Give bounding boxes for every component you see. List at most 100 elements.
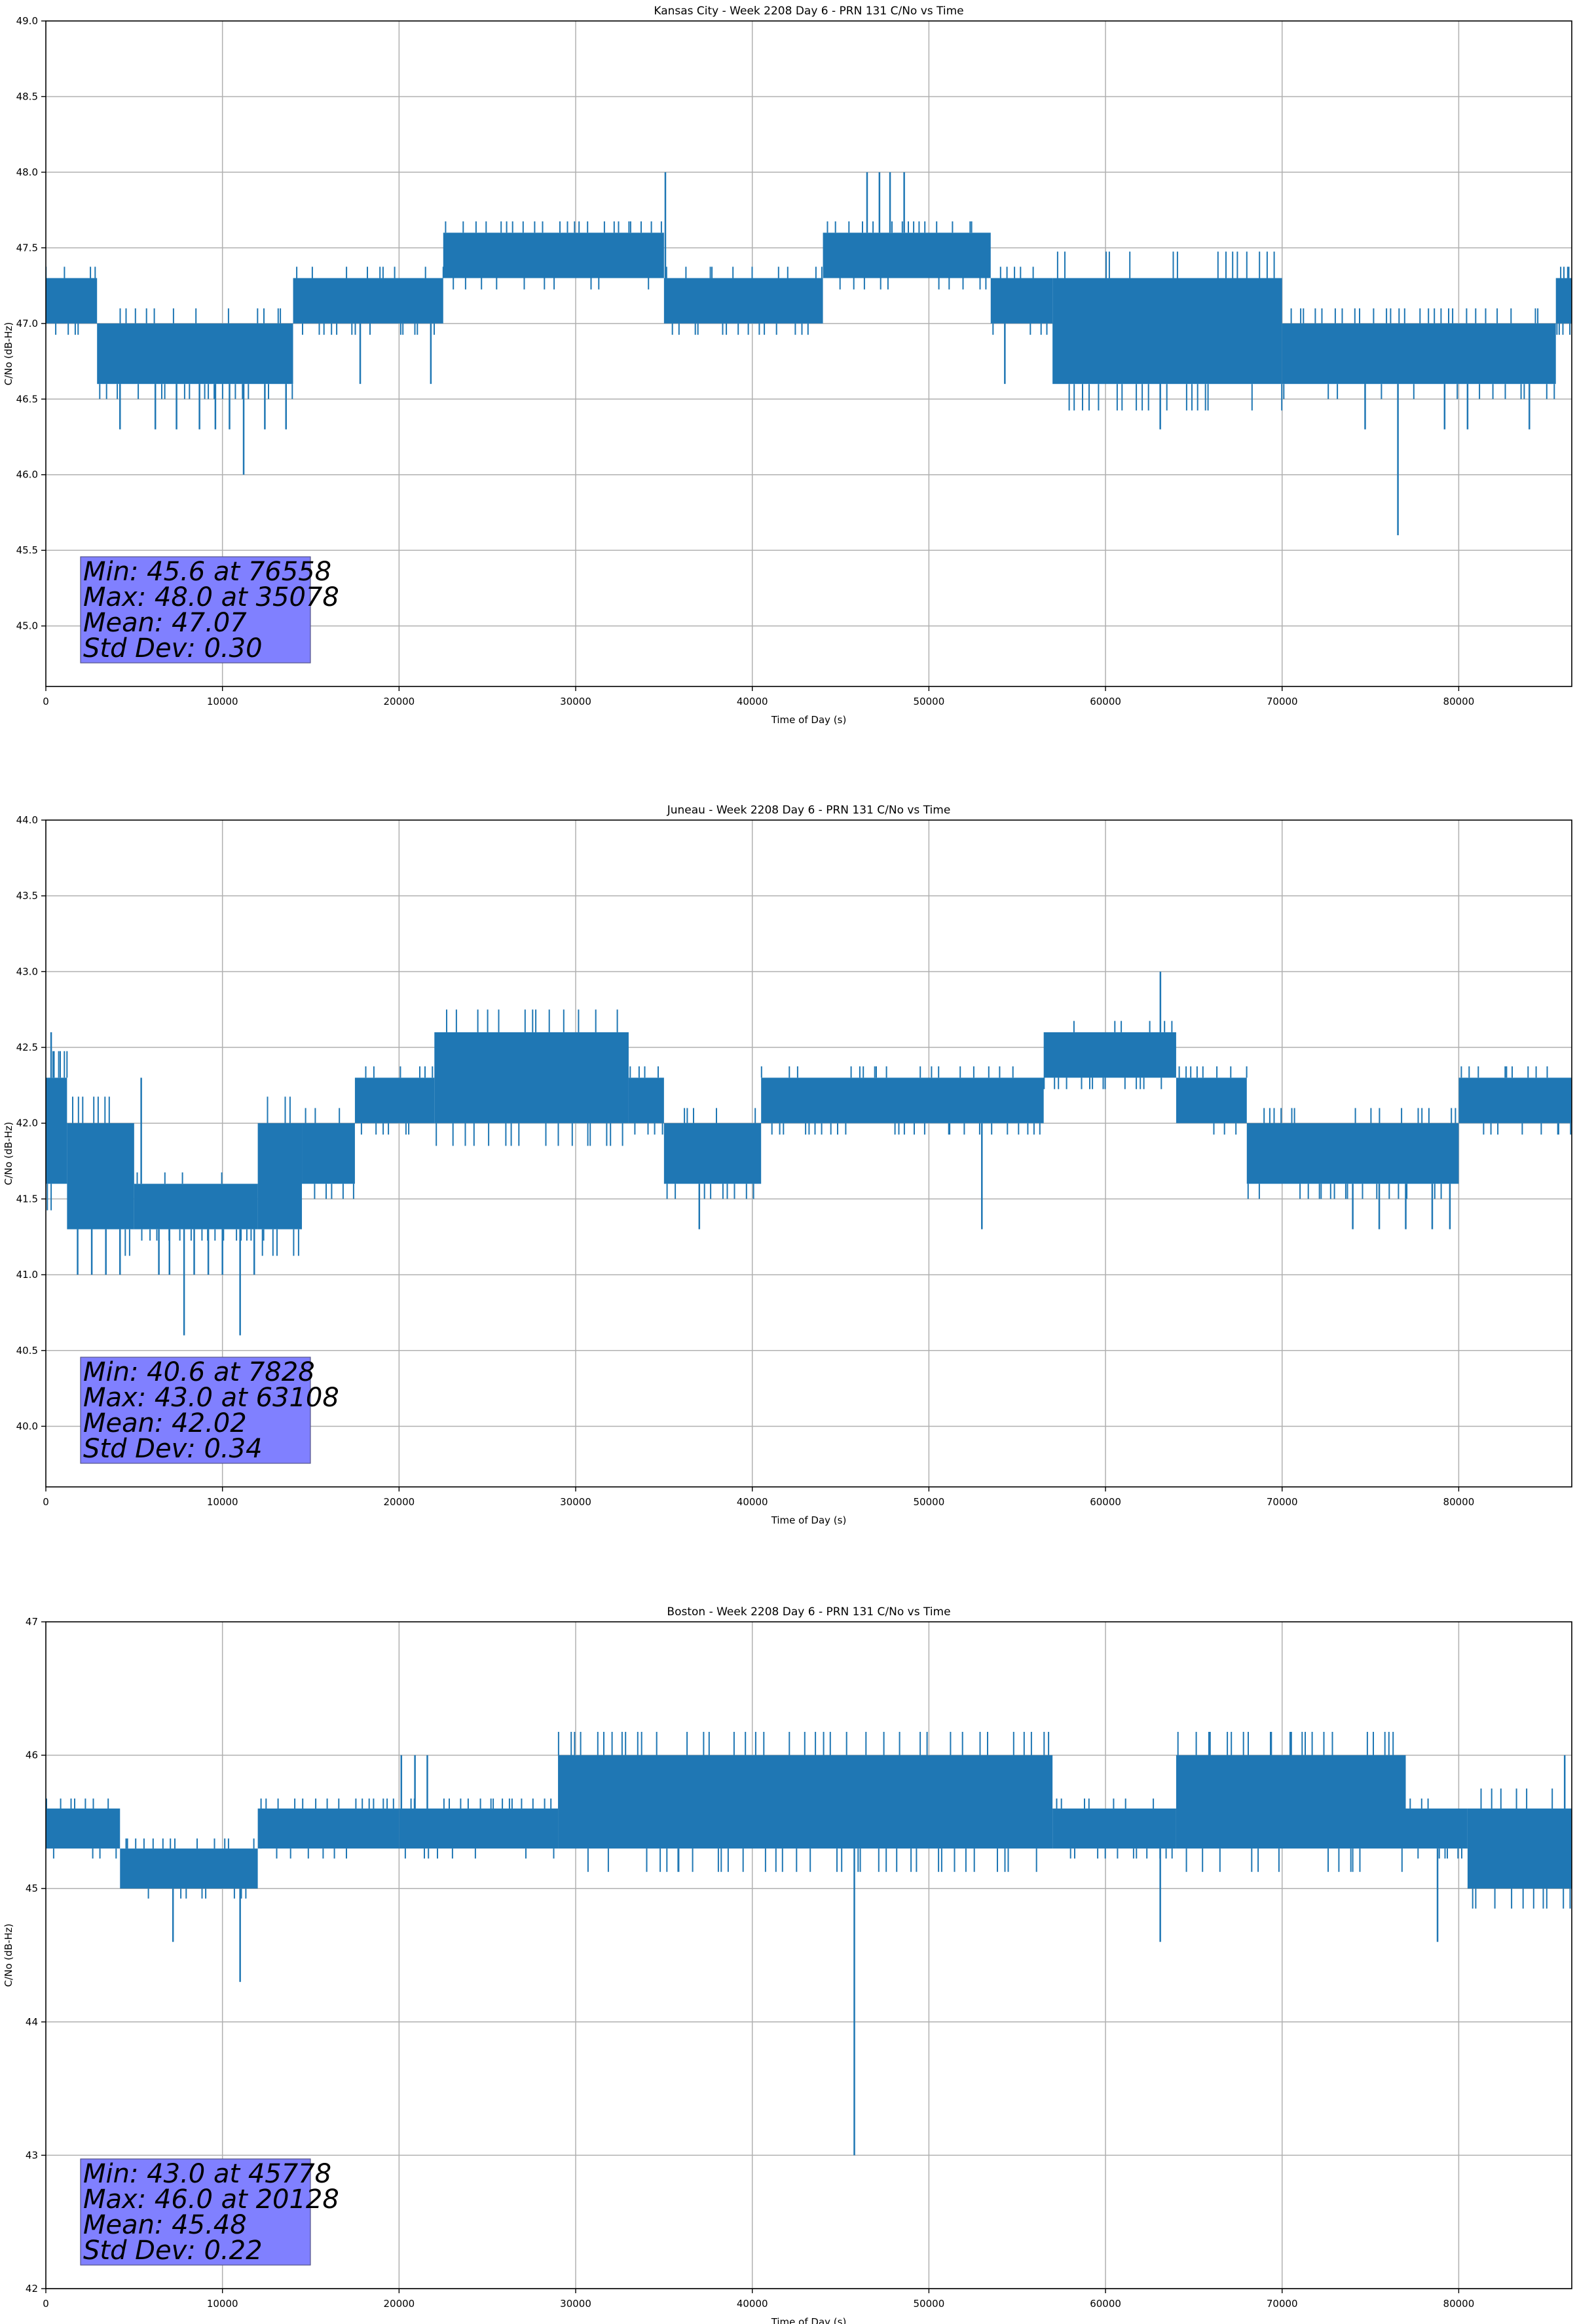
x-tick-label: 0	[43, 2298, 49, 2310]
x-tick-label: 20000	[383, 1496, 415, 1508]
x-tick-label: 10000	[207, 696, 238, 707]
x-tick-label: 10000	[207, 1496, 238, 1508]
data-jitter	[46, 1798, 117, 1859]
x-tick-label: 20000	[383, 2298, 415, 2310]
plot-frame	[45, 819, 1572, 1488]
data-jitter	[1556, 267, 1571, 335]
x-tick-label: 40000	[737, 696, 768, 707]
stats-box	[80, 1357, 311, 1464]
data-band	[1282, 323, 1556, 384]
stats-line: Mean: 42.02	[83, 1408, 247, 1438]
data-jitter	[629, 1066, 663, 1135]
stats-line: Mean: 47.07	[83, 608, 247, 638]
y-axis-label: C/No (dB-Hz)	[3, 322, 14, 386]
y-tick-label: 41.5	[16, 1193, 38, 1205]
data-band	[46, 278, 98, 324]
data-jitter	[360, 1066, 434, 1135]
y-tick-label: 41.0	[16, 1269, 38, 1281]
y-axis-label: C/No (dB-Hz)	[3, 1924, 14, 1987]
data-jitter	[296, 267, 449, 335]
y-tick-label: 43	[26, 2149, 38, 2161]
data-band	[443, 233, 664, 278]
stats-line: Std Dev: 0.30	[83, 633, 263, 664]
y-tick-label: 43.5	[16, 890, 38, 902]
data-jitter	[1409, 1798, 1462, 1859]
data-band	[1458, 1078, 1572, 1123]
stats-box	[80, 556, 311, 664]
x-tick-label: 70000	[1267, 1496, 1298, 1508]
x-axis-label: Time of Day (s)	[771, 1514, 847, 1526]
x-tick-label: 70000	[1267, 2298, 1298, 2310]
data-band	[302, 1123, 355, 1184]
y-tick-label: 42.5	[16, 1041, 38, 1053]
y-tick-label: 45.0	[16, 620, 38, 632]
data-jitter	[1043, 1021, 1173, 1089]
plot-frame	[45, 20, 1572, 687]
data-jitter	[992, 267, 1048, 335]
data-jitter	[99, 308, 293, 400]
data-band	[1043, 1032, 1176, 1078]
x-tick-label: 0	[43, 1496, 49, 1508]
data-band	[120, 1848, 258, 1889]
data-jitter	[760, 1066, 1041, 1135]
chart-title: Boston - Week 2208 Day 6 - PRN 131 C/No …	[667, 1605, 950, 1619]
data-series	[46, 172, 1572, 536]
x-tick-label: 0	[43, 696, 49, 707]
data-jitter	[46, 1051, 68, 1210]
data-band	[663, 278, 823, 324]
y-tick-label: 46.5	[16, 393, 38, 405]
data-band	[628, 1078, 664, 1123]
data-band	[257, 1809, 399, 1849]
data-jitter	[305, 1108, 354, 1199]
x-tick-label: 50000	[914, 2298, 945, 2310]
stats-line: Max: 46.0 at 20128	[83, 2184, 339, 2215]
y-tick-label: 40.5	[16, 1345, 38, 1357]
data-band	[134, 1184, 258, 1229]
stats-line: Min: 40.6 at 7828	[83, 1357, 315, 1387]
data-band	[823, 233, 991, 278]
data-band	[293, 278, 443, 324]
x-tick-label: 10000	[207, 2298, 238, 2310]
stats-line: Max: 48.0 at 35078	[83, 582, 339, 612]
chart-panel-1: 0 10000 20000 30000 40000 50000 60000 70000 8000…	[3, 5, 1572, 726]
data-jitter	[1177, 1732, 1403, 1872]
data-band	[558, 1755, 1053, 1849]
x-tick-label: 80000	[1443, 1496, 1475, 1508]
data-band	[46, 1078, 67, 1184]
y-tick-label: 47.5	[16, 242, 38, 253]
data-jitter	[1472, 1788, 1571, 1909]
y-tick-label: 46	[26, 1750, 38, 1761]
y-axis-label: C/No (dB-Hz)	[3, 1122, 14, 1186]
x-tick-label: 20000	[383, 696, 415, 707]
y-tick-label: 42	[26, 2283, 38, 2295]
y-tick-label: 44	[26, 2016, 38, 2028]
x-tick-label: 80000	[1443, 696, 1475, 707]
stats-line: Min: 43.0 at 45778	[83, 2159, 331, 2189]
data-band	[354, 1078, 435, 1123]
stats-line: Min: 45.6 at 76558	[83, 557, 331, 587]
data-jitter	[260, 1798, 394, 1859]
y-tick-label: 42.0	[16, 1117, 38, 1129]
x-axis-label: Time of Day (s)	[771, 714, 847, 726]
data-jitter	[666, 1108, 756, 1199]
data-band	[1405, 1809, 1468, 1849]
chart-panel-3: 0 10000 20000 30000 40000 50000 60000 70000 8000…	[3, 1605, 1572, 2324]
data-jitter	[436, 1009, 623, 1146]
y-tick-label: 40.0	[16, 1420, 38, 1432]
data-band	[257, 1123, 303, 1229]
data-jitter	[445, 221, 662, 290]
chart-title: Kansas City - Week 2208 Day 6 - PRN 131 …	[654, 5, 963, 18]
data-band	[399, 1809, 559, 1849]
x-tick-label: 50000	[914, 1496, 945, 1508]
x-tick-label: 30000	[560, 1496, 591, 1508]
data-jitter	[1178, 1066, 1248, 1135]
y-tick-label: 47.0	[16, 318, 38, 329]
y-tick-label: 45.5	[16, 544, 38, 556]
data-band	[761, 1078, 1044, 1123]
data-band	[1052, 1809, 1176, 1849]
data-jitter	[665, 267, 823, 335]
data-jitter	[1283, 308, 1555, 400]
data-band	[67, 1123, 134, 1229]
data-series	[46, 1732, 1572, 2156]
